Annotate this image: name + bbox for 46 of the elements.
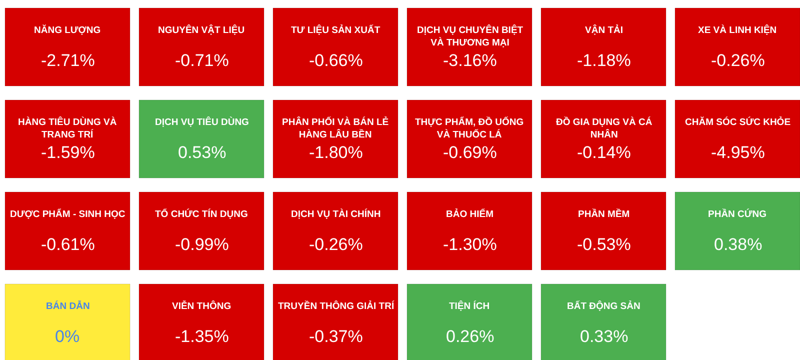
category-label: TRUYỀN THÔNG GIẢI TRÍ bbox=[278, 300, 394, 312]
data-label: -0.14% bbox=[577, 143, 631, 162]
category-label: DỊCH VỤ TIÊU DÙNG bbox=[155, 116, 249, 128]
data-label: -3.16% bbox=[443, 51, 497, 70]
data-label: -1.80% bbox=[309, 143, 363, 162]
category-label: PHẦN MỀM bbox=[578, 208, 630, 220]
data-label: -4.95% bbox=[711, 143, 765, 162]
data-label: 0.26% bbox=[446, 327, 494, 346]
category-label: VẬN TẢI bbox=[585, 24, 623, 36]
data-label: -0.26% bbox=[309, 235, 363, 254]
category-label: CHĂM SÓC SỨC KHỎE bbox=[685, 116, 791, 128]
data-label: -0.66% bbox=[309, 51, 363, 70]
category-label: THỰC PHẨM, ĐỒ UỐNG VÀ THUỐC LÁ bbox=[415, 116, 524, 140]
category-label: BẤT ĐỘNG SẢN bbox=[567, 300, 640, 312]
category-label: NĂNG LƯỢNG bbox=[34, 24, 101, 36]
data-label: -1.35% bbox=[175, 327, 229, 346]
category-label: DỊCH VỤ CHUYÊN BIỆT VÀ THƯƠNG MẠI bbox=[417, 24, 524, 48]
category-label: XE VÀ LINH KIỆN bbox=[698, 24, 777, 36]
category-label: TIỆN ÍCH bbox=[449, 300, 490, 312]
category-label: TỔ CHỨC TÍN DỤNG bbox=[155, 208, 248, 220]
data-label: -0.99% bbox=[175, 235, 229, 254]
category-label: PHÂN PHỐI VÀ BÁN LẺ HÀNG LÂU BỀN bbox=[282, 116, 389, 140]
category-label: BÁN DẪN bbox=[46, 300, 90, 312]
data-label: -1.30% bbox=[443, 235, 497, 254]
category-label: DƯỢC PHẨM - SINH HỌC bbox=[10, 208, 126, 220]
data-label: -2.71% bbox=[41, 51, 95, 70]
category-label: ĐỒ GIA DỤNG VÀ CÁ NHÂN bbox=[556, 116, 652, 140]
category-label: BẢO HIỂM bbox=[446, 208, 494, 220]
data-label: -0.53% bbox=[577, 235, 631, 254]
category-label: HÀNG TIÊU DÙNG VÀ TRANG TRÍ bbox=[18, 116, 117, 140]
data-label: 0.33% bbox=[580, 327, 628, 346]
data-label: -0.71% bbox=[175, 51, 229, 70]
category-label: NGUYÊN VẬT LIỆU bbox=[158, 24, 245, 36]
category-label: TƯ LIỆU SẢN XUẤT bbox=[291, 24, 380, 36]
data-label: 0% bbox=[55, 327, 80, 346]
category-label: VIỄN THÔNG bbox=[172, 300, 232, 312]
data-label: -1.18% bbox=[577, 51, 631, 70]
data-label: -0.37% bbox=[309, 327, 363, 346]
data-label: -1.59% bbox=[41, 143, 95, 162]
category-label: DỊCH VỤ TÀI CHÍNH bbox=[291, 208, 381, 220]
data-label: 0.53% bbox=[178, 143, 226, 162]
data-label: -0.69% bbox=[443, 143, 497, 162]
category-label: PHẦN CỨNG bbox=[708, 208, 767, 220]
data-label: -0.26% bbox=[711, 51, 765, 70]
data-label: -0.61% bbox=[41, 235, 95, 254]
data-label: 0.38% bbox=[714, 235, 762, 254]
